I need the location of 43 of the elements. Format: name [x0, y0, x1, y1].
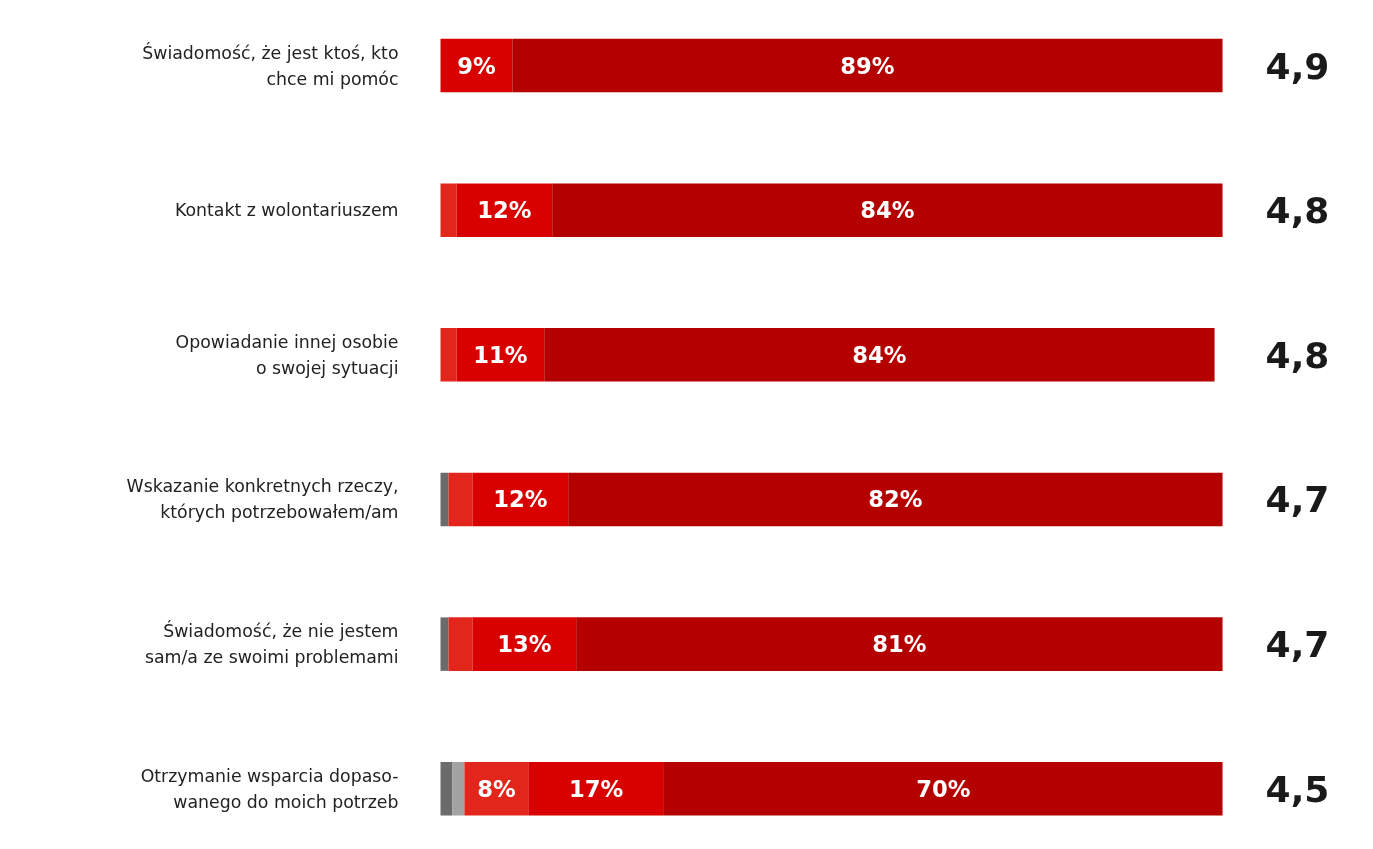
bar — [440, 762, 453, 816]
bar — [552, 183, 1223, 237]
text: 4,7 — [1265, 624, 1330, 666]
bar — [663, 762, 1223, 816]
bar — [440, 328, 457, 382]
text: 4,5 — [1265, 768, 1330, 810]
bar — [448, 617, 473, 671]
data-label: 17% — [569, 775, 624, 802]
bar — [544, 328, 1215, 382]
data-label: 89% — [840, 52, 895, 79]
bar — [448, 472, 473, 527]
data-label: 11% — [473, 341, 528, 368]
bar — [576, 617, 1223, 671]
bar — [472, 472, 569, 527]
y-tick-label: Wskazanie konkretnych rzeczy, których potrzebowałem/am — [126, 476, 399, 523]
bar — [456, 183, 553, 237]
data-label: 70% — [916, 775, 971, 802]
bar — [452, 762, 465, 816]
data-label: 84% — [860, 197, 915, 224]
bar — [456, 328, 545, 382]
y-tick-label: Kontakt z wolontariuszem — [174, 200, 399, 221]
bar — [464, 762, 529, 816]
text: 4,8 — [1265, 334, 1330, 376]
y-tick-label: Otrzymanie wsparcia dopaso- wanego do moich potrzeb — [140, 765, 399, 812]
text: 4,8 — [1265, 190, 1330, 232]
text: 4,7 — [1265, 479, 1330, 521]
data-label: 82% — [868, 486, 923, 513]
data-label: 13% — [497, 631, 552, 658]
bar — [512, 38, 1223, 93]
data-label: 12% — [477, 197, 532, 224]
data-label: 8% — [477, 775, 516, 802]
y-tick-label: Świadomość, że nie jestem sam/a ze swoimi problemami — [144, 620, 399, 668]
text: 4,9 — [1265, 45, 1330, 87]
data-label: 81% — [872, 631, 927, 658]
y-tick-label: Opowiadanie innej osobie o swojej sytuacji — [175, 331, 399, 378]
bar — [440, 183, 457, 237]
bar — [568, 472, 1223, 527]
bar — [472, 617, 577, 671]
bar — [528, 762, 664, 816]
data-label: 12% — [493, 486, 548, 513]
data-label: 9% — [457, 52, 496, 79]
data-label: 84% — [852, 341, 907, 368]
y-tick-label: Świadomość, że jest ktoś, kto chce mi pomóc — [142, 41, 399, 89]
